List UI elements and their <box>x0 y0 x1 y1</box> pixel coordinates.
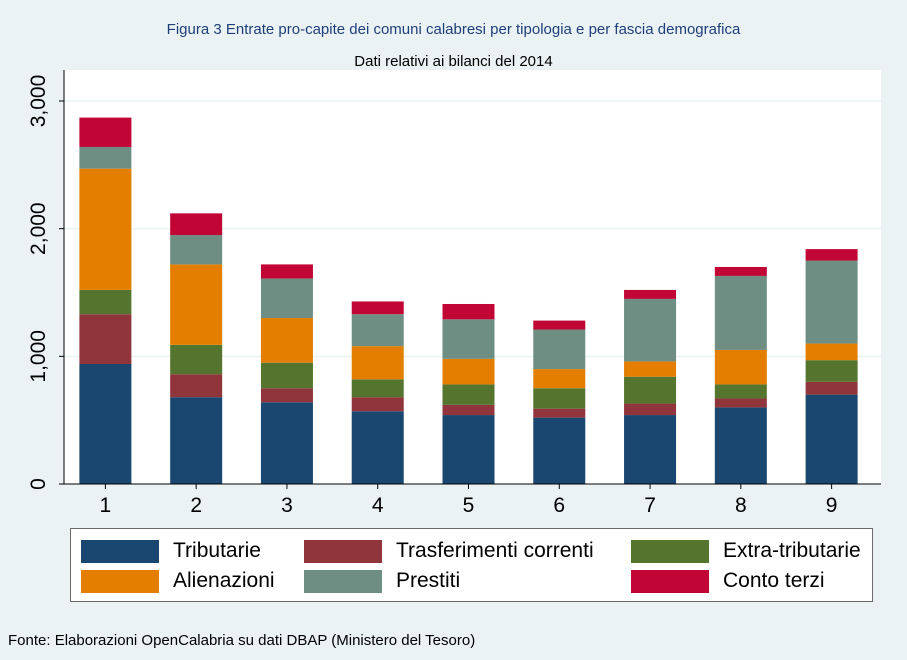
legend-item-trasferimenti-correnti: Trasferimenti correnti <box>304 539 594 563</box>
bar-segment <box>170 213 223 236</box>
y-tick-label: 3,000 <box>27 75 50 128</box>
y-tick-label: 1,000 <box>27 330 50 383</box>
bar-segment <box>79 146 132 169</box>
chart-title: Figura 3 Entrate pro-capite dei comuni c… <box>166 21 741 38</box>
bar-segment <box>442 384 495 405</box>
bar-segment <box>442 415 495 484</box>
bar-segment <box>624 289 677 299</box>
legend-item-prestiti: Prestiti <box>304 569 460 593</box>
bar-segment <box>805 360 858 382</box>
bar-segment <box>260 264 313 279</box>
legend-label: Extra-tributarie <box>723 539 861 562</box>
bar-segment <box>170 397 223 484</box>
bar-segment <box>442 319 495 359</box>
bar-segment <box>533 417 586 484</box>
bar-segment <box>351 397 404 412</box>
bar-segment <box>260 402 313 484</box>
bar-segment <box>351 379 404 398</box>
legend-label: Trasferimenti correnti <box>396 539 594 562</box>
legend-item-alienazioni: Alienazioni <box>81 569 275 593</box>
legend-swatch <box>304 569 382 593</box>
bar-segment <box>79 117 132 147</box>
bar-segment <box>805 394 858 484</box>
x-tick-label: 9 <box>826 494 838 517</box>
bar-segment <box>533 320 586 330</box>
bar-segment <box>170 374 223 398</box>
bar-segment <box>260 318 313 363</box>
x-tick-label: 3 <box>281 494 293 517</box>
bar-segment <box>624 376 677 404</box>
bar-segment <box>624 361 677 377</box>
bar-segment <box>533 369 586 389</box>
bar-segment <box>351 411 404 484</box>
x-tick-label: 8 <box>735 494 747 517</box>
legend-item-extra-tributarie: Extra-tributarie <box>631 539 861 563</box>
x-tick-label: 4 <box>372 494 384 517</box>
legend-swatch <box>631 569 709 593</box>
bar-segment <box>260 362 313 389</box>
bar-segment <box>714 407 767 484</box>
bar-segment <box>624 415 677 484</box>
x-tick-label: 2 <box>190 494 202 517</box>
bar-segment <box>714 275 767 350</box>
x-tick-label: 7 <box>644 494 656 517</box>
x-tick-label: 1 <box>100 494 112 517</box>
legend-swatch <box>81 569 159 593</box>
stacked-bar-chart: 1 2 3 4 5 6 7 8 9 0 1,000 2,000 3,000 <box>27 70 881 517</box>
bar-segment <box>533 408 586 418</box>
bar-segment <box>351 314 404 347</box>
y-tick-label: 0 <box>27 478 50 490</box>
bar-segment <box>170 264 223 345</box>
bar-segment <box>79 289 132 315</box>
legend-item-tributarie: Tributarie <box>81 539 261 563</box>
bar-segment <box>351 346 404 380</box>
bar-segment <box>442 358 495 385</box>
legend-swatch <box>304 539 382 563</box>
bar-segment <box>805 381 858 395</box>
bar-segment <box>442 303 495 320</box>
bar-segment <box>533 329 586 370</box>
bar-segment <box>714 349 767 385</box>
bar-segment <box>260 388 313 403</box>
bar-segment <box>442 404 495 416</box>
bar-segment <box>624 298 677 362</box>
bar-segment <box>624 403 677 416</box>
bar-segment <box>714 266 767 276</box>
legend-label: Conto terzi <box>723 569 825 592</box>
legend-label: Prestiti <box>396 569 461 592</box>
legend-swatch <box>631 539 709 563</box>
legend: Tributarie Trasferimenti correnti Extra-… <box>70 528 873 602</box>
bar-segment <box>533 388 586 409</box>
source-note: Fonte: Elaborazioni OpenCalabria su dati… <box>8 632 476 649</box>
bar-segment <box>805 249 858 261</box>
bar-segment <box>805 343 858 361</box>
legend-label: Alienazioni <box>173 569 275 592</box>
bar-segment <box>351 301 404 315</box>
bar-segment <box>79 168 132 290</box>
bar-segment <box>79 363 132 484</box>
bar-segment <box>79 314 132 364</box>
chart-subtitle: Dati relativi ai bilanci del 2014 <box>354 53 553 70</box>
bar-segment <box>260 278 313 319</box>
bar-segment <box>170 344 223 375</box>
bar-segment <box>170 235 223 265</box>
bar-segment <box>805 260 858 344</box>
bar-segment <box>714 384 767 399</box>
bar-segment <box>714 398 767 408</box>
legend-swatch <box>81 539 159 563</box>
x-tick-label: 6 <box>553 494 565 517</box>
y-tick-label: 2,000 <box>27 202 50 255</box>
legend-label: Tributarie <box>173 539 261 562</box>
legend-item-conto-terzi: Conto terzi <box>631 569 825 593</box>
x-tick-label: 5 <box>463 494 475 517</box>
